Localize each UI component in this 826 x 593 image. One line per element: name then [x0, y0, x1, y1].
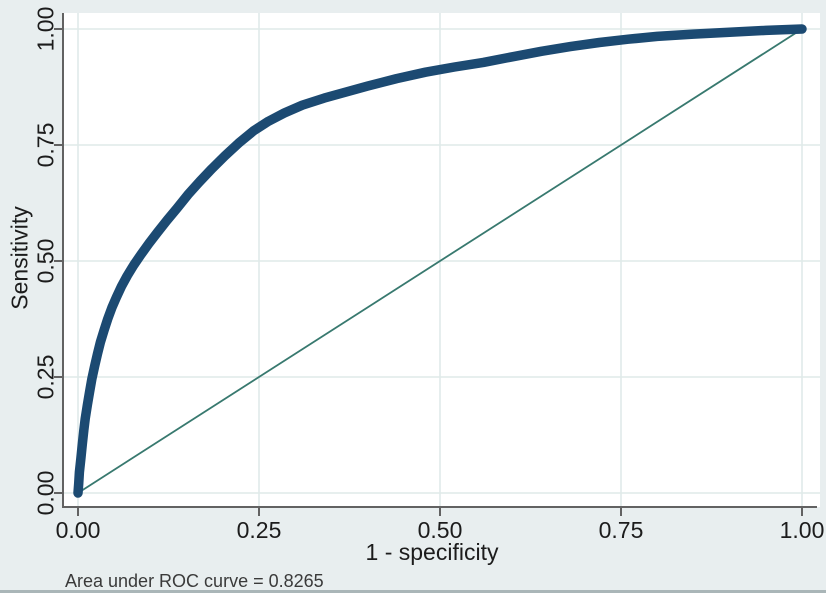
x-tick-label-0.00: 0.00 [55, 517, 101, 543]
x-tick-label-0.50: 0.50 [417, 517, 463, 543]
x-tick-label-0.25: 0.25 [236, 517, 282, 543]
y-tick-label-0.75: 0.75 [32, 122, 59, 168]
auc-caption: Area under ROC curve = 0.8265 [65, 571, 324, 591]
y-tick-label-0.50: 0.50 [32, 238, 59, 284]
y-tick-label-1.00: 1.00 [32, 6, 59, 52]
x-axis-title: 1 - specificity [365, 539, 499, 565]
x-tick-label-1.00: 1.00 [779, 517, 825, 543]
y-tick-label-0.25: 0.25 [32, 354, 59, 400]
y-axis-title: Sensitivity [6, 206, 33, 310]
x-tick-label-0.75: 0.75 [598, 517, 644, 543]
y-tick-label-0.00: 0.00 [32, 470, 59, 516]
